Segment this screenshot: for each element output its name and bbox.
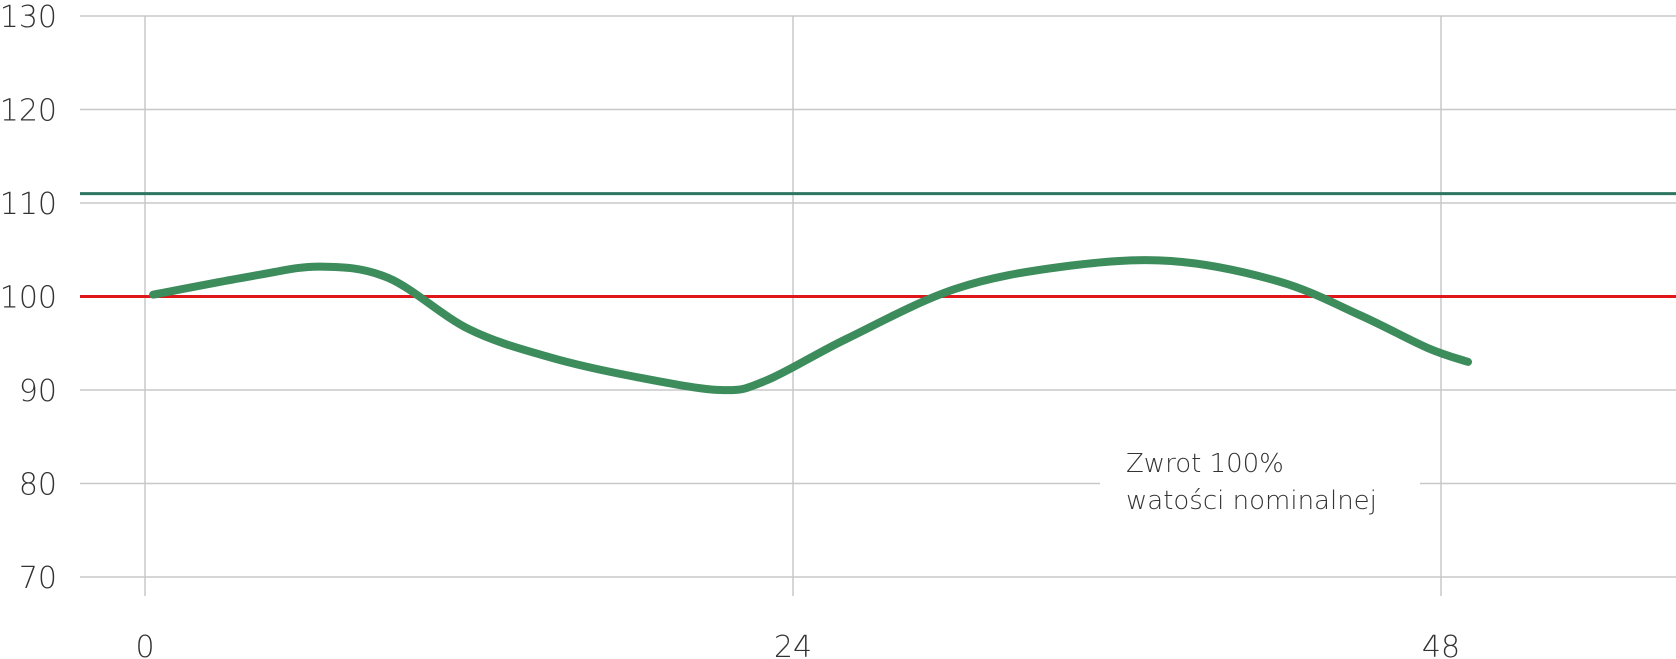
annotation-background (1100, 440, 1420, 520)
y-tick-label: 110 (0, 187, 57, 222)
reference-lines (80, 192, 1676, 298)
y-tick-label: 80 (19, 468, 57, 503)
annotation-box: Zwrot 100% watości nominalnej (1100, 440, 1420, 520)
y-tick-label: 70 (19, 561, 57, 596)
y-tick-label: 90 (19, 374, 57, 409)
annotation-line-2: watości nominalnej (1126, 486, 1377, 516)
y-axis-tick-labels: 70 80 90 100 110 120 130 (0, 0, 57, 596)
x-tick-label: 48 (1422, 630, 1460, 659)
x-tick-label: 24 (774, 630, 812, 659)
series-layer (149, 256, 1472, 395)
y-tick-label: 120 (0, 94, 57, 129)
series-line-0 (149, 256, 1472, 395)
y-tick-label: 100 (0, 281, 57, 316)
annotation-line-1: Zwrot 100% (1126, 449, 1284, 479)
x-tick-label: 0 (135, 630, 154, 659)
x-axis-tick-labels: 0 24 48 (135, 630, 1460, 659)
vertical-gridlines (144, 16, 1442, 596)
y-tick-label: 130 (0, 0, 57, 35)
